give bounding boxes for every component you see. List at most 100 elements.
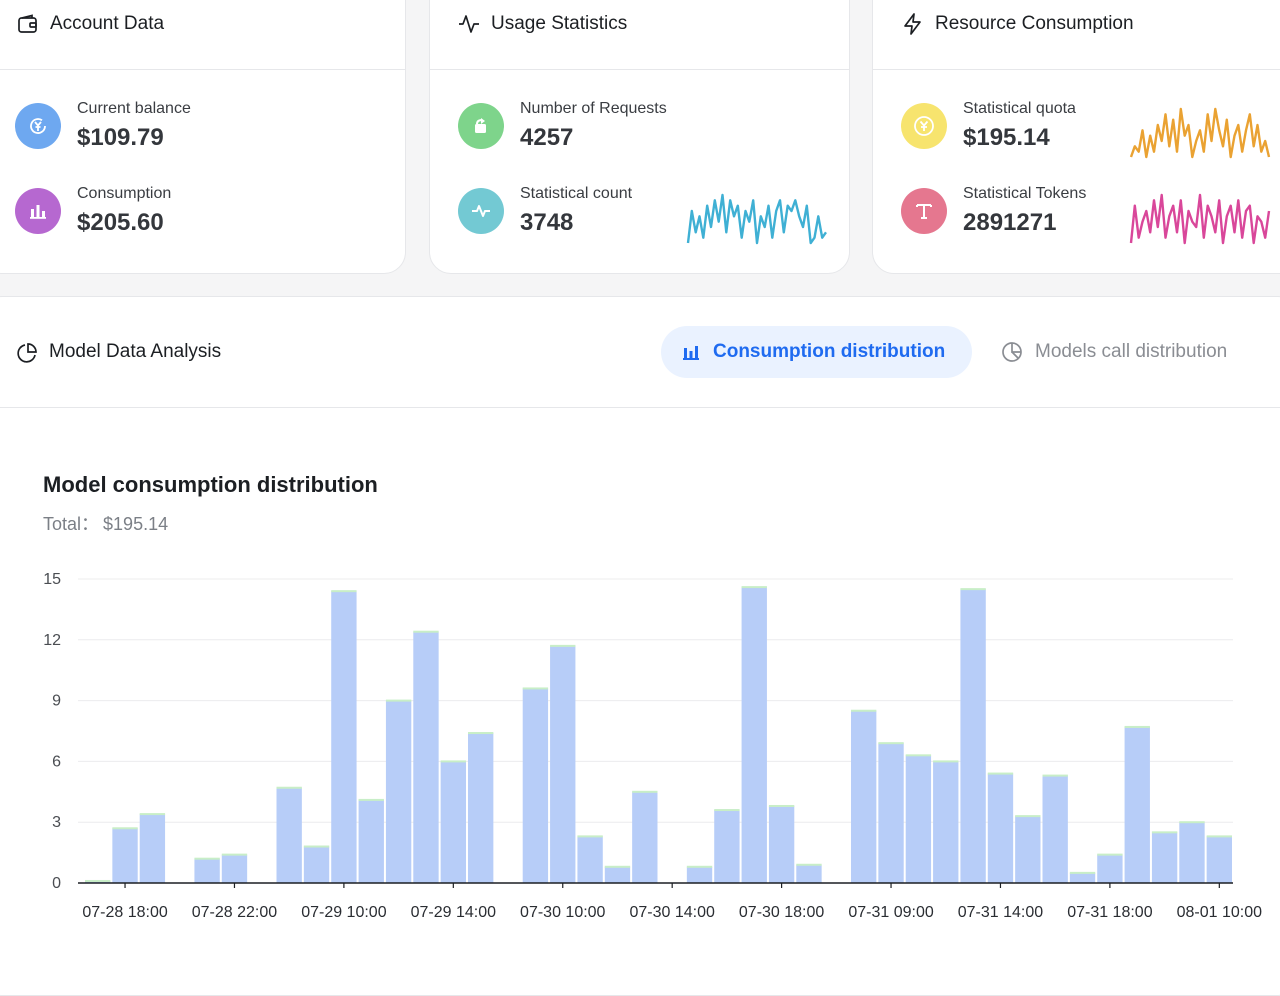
bar	[768, 805, 795, 883]
statistical-count-label: Statistical count	[520, 185, 633, 202]
bar	[933, 761, 959, 883]
bar-cap	[522, 687, 549, 690]
bar-cap	[1097, 853, 1123, 856]
bar	[632, 791, 658, 883]
statistical-count-stat: Statistical count 3748	[458, 184, 632, 238]
refresh-send-icon	[458, 103, 504, 149]
x-tick-label: 07-28 18:00	[82, 904, 168, 921]
bar-cap	[960, 588, 986, 591]
chart-total: Total： $195.14	[43, 510, 168, 536]
x-tick-label: 07-30 18:00	[739, 904, 825, 921]
usage-statistics-title: Usage Statistics	[491, 13, 628, 34]
requests-value: 4257	[520, 124, 574, 151]
pie-chart-icon	[16, 342, 38, 364]
model-data-analysis-title: Model Data Analysis	[49, 341, 222, 362]
consumption-bar-chart: 0 3 6 9 12 15 07-28 18:00 07-28 22:00 07-29 10:0…	[43, 571, 1262, 921]
bar-cap	[714, 809, 740, 812]
sparkline-path	[1129, 193, 1271, 245]
bar-cap	[221, 853, 248, 856]
usage-statistics-header: Usage Statistics	[430, 1, 849, 47]
account-data-card: Account Data Current balance $109.79 Con…	[0, 0, 406, 274]
statistical-quota-value: $195.14	[963, 124, 1050, 151]
bar-cap	[1015, 815, 1041, 818]
usage-statistics-card: Usage Statistics Number of Requests 4257…	[429, 0, 850, 274]
statistical-quota-sparkline	[1129, 107, 1271, 159]
bar	[139, 814, 166, 883]
bar-cap	[112, 827, 138, 830]
bar	[604, 866, 631, 883]
bar-cap	[686, 865, 713, 868]
y-tick-label: 15	[43, 571, 61, 588]
bar-cap	[768, 804, 795, 807]
consumption-value: $205.60	[77, 209, 164, 236]
bar	[1206, 836, 1232, 883]
bar	[85, 880, 111, 883]
bar-cap	[331, 590, 357, 593]
bar	[221, 854, 248, 883]
x-tick-label: 07-30 10:00	[520, 904, 606, 921]
bar	[522, 688, 549, 883]
statistical-tokens-label: Statistical Tokens	[963, 185, 1087, 202]
yen-coin-icon	[901, 103, 947, 149]
account-data-title: Account Data	[50, 13, 165, 34]
bar	[303, 846, 330, 883]
x-tick-label: 07-31 18:00	[1067, 904, 1153, 921]
y-tick-label: 0	[52, 875, 61, 892]
bar-cap	[194, 857, 220, 860]
bar-cap	[933, 760, 959, 763]
bar	[1151, 832, 1178, 883]
model-data-analysis-header: Model Data Analysis Consumption distribu…	[0, 297, 1280, 408]
bar-cap	[1151, 831, 1178, 834]
bar-cap	[632, 790, 658, 793]
bar	[987, 773, 1014, 883]
bar	[440, 761, 466, 883]
current-balance-label: Current balance	[77, 100, 191, 117]
statistical-quota-stat: Statistical quota $195.14	[901, 99, 1076, 153]
consumption-label: Consumption	[77, 185, 172, 202]
wallet-icon	[17, 13, 39, 35]
bar-cap	[1124, 725, 1150, 728]
bar-cap	[276, 786, 302, 789]
x-tick-label: 07-30 14:00	[629, 904, 715, 921]
bar-cap	[550, 644, 576, 647]
bar-cap	[1042, 774, 1068, 777]
statistical-tokens-sparkline	[1129, 193, 1271, 245]
y-tick-label: 9	[52, 693, 61, 710]
bar-cap	[796, 863, 822, 866]
tab-consumption-distribution[interactable]: Consumption distribution	[661, 326, 972, 378]
bar	[851, 710, 877, 883]
bar	[1069, 872, 1096, 883]
bar	[358, 799, 384, 883]
bar	[878, 743, 904, 883]
bar	[1042, 775, 1068, 883]
tab-models-call-distribution-label: Models call distribution	[1035, 341, 1228, 362]
bar	[468, 733, 494, 883]
bar-cap	[604, 865, 631, 868]
bar-cap	[139, 813, 166, 816]
x-tick-label: 07-29 14:00	[411, 904, 497, 921]
tab-models-call-distribution[interactable]: Models call distribution	[1001, 326, 1280, 378]
y-tick-label: 6	[52, 753, 61, 770]
bar	[741, 587, 767, 883]
bar-cap	[851, 709, 877, 712]
bar	[960, 589, 986, 883]
pulse-icon	[458, 188, 504, 234]
text-t-icon	[901, 188, 947, 234]
bar-cap	[385, 699, 412, 702]
bar	[194, 858, 220, 883]
bar	[550, 645, 576, 883]
bar-cap	[440, 760, 466, 763]
y-tick-label: 3	[52, 814, 61, 831]
bar	[1124, 726, 1150, 883]
bar	[112, 828, 138, 883]
bar-cap	[878, 742, 904, 745]
bar-cap	[303, 845, 330, 848]
x-tick-label: 07-29 10:00	[301, 904, 387, 921]
x-tick-label: 07-31 09:00	[848, 904, 934, 921]
activity-icon	[458, 13, 480, 35]
bar	[1097, 854, 1123, 883]
tab-consumption-distribution-label: Consumption distribution	[713, 341, 946, 362]
bar	[385, 700, 412, 883]
bar-cap	[905, 754, 932, 757]
x-tick-label: 07-28 22:00	[192, 904, 278, 921]
